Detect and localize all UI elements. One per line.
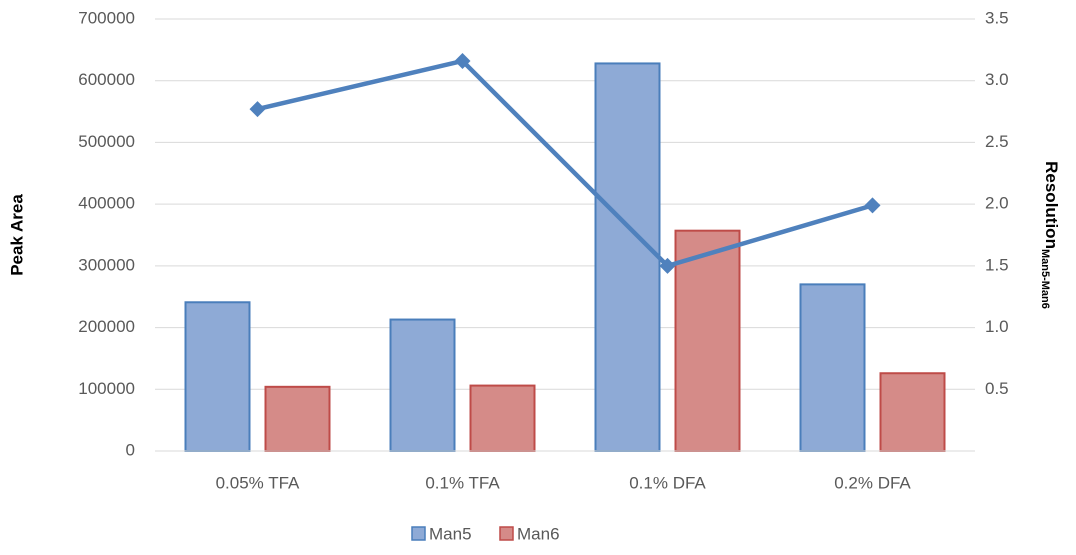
bar bbox=[799, 283, 866, 452]
marker bbox=[454, 52, 471, 69]
y2-tick-label: 0.5 bbox=[985, 379, 1009, 398]
marker bbox=[864, 197, 881, 214]
bar bbox=[389, 318, 456, 453]
line bbox=[256, 58, 874, 269]
bar bbox=[184, 301, 251, 453]
x-tick-label: 0.05% TFA bbox=[216, 473, 300, 492]
legend-label: Man5 bbox=[429, 524, 472, 543]
y2-axis-label-sub: Man5-Man6 bbox=[1039, 249, 1051, 309]
x-tick-label: 0.2% DFA bbox=[834, 473, 911, 492]
y2-tick-label: 1.5 bbox=[985, 255, 1009, 274]
bar bbox=[594, 62, 661, 452]
legend-swatch bbox=[499, 526, 514, 541]
y-tick-label: 200000 bbox=[78, 317, 135, 336]
y-tick-label: 500000 bbox=[78, 132, 135, 151]
bar bbox=[469, 384, 536, 452]
y2-axis-label: ResolutionMan5-Man6 bbox=[1039, 161, 1060, 309]
x-tick-label: 0.1% TFA bbox=[425, 473, 500, 492]
y2-axis-label-main: Resolution bbox=[1042, 161, 1061, 249]
y-tick-label: 400000 bbox=[78, 194, 135, 213]
y2-tick-label: 2.5 bbox=[985, 132, 1009, 151]
y-tick-label: 600000 bbox=[78, 70, 135, 89]
bar bbox=[674, 229, 741, 452]
y2-tick-label: 1.0 bbox=[985, 317, 1009, 336]
y2-tick-label: 3.0 bbox=[985, 70, 1009, 89]
bar bbox=[264, 385, 331, 452]
y2-tick-label: 3.5 bbox=[985, 8, 1009, 27]
y2-tick-label: 2.0 bbox=[985, 194, 1009, 213]
bar bbox=[879, 372, 946, 452]
marker bbox=[249, 101, 266, 118]
marker bbox=[659, 257, 676, 274]
y-tick-label: 100000 bbox=[78, 379, 135, 398]
y-tick-label: 0 bbox=[126, 440, 135, 459]
x-tick-label: 0.1% DFA bbox=[629, 473, 706, 492]
y-tick-label: 300000 bbox=[78, 255, 135, 274]
legend-swatch bbox=[411, 526, 426, 541]
y-axis-label: Peak Area bbox=[7, 194, 26, 276]
y-tick-label: 700000 bbox=[78, 8, 135, 27]
legend-label: Man6 bbox=[517, 524, 560, 543]
